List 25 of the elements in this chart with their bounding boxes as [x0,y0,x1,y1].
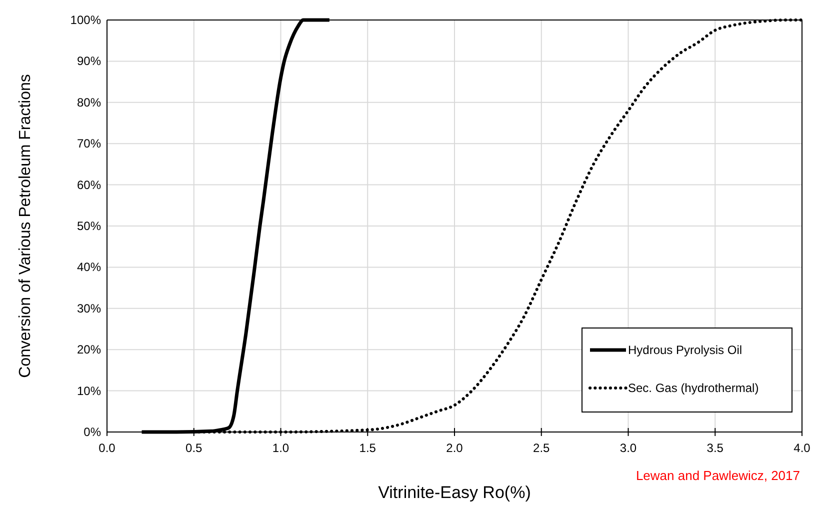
x-tick-label: 1.5 [359,441,376,455]
y-tick-label: 0% [84,425,102,439]
y-tick-label: 80% [76,95,102,110]
y-tick-label: 100% [70,13,102,27]
y-tick-label: 20% [76,342,102,357]
x-axis-title: Vitrinite-Easy Ro(%) [378,483,531,502]
x-tick-label: 2.0 [446,441,464,455]
x-tick-label: 3.5 [706,441,724,455]
y-tick-label: 30% [76,301,102,316]
y-tick-label: 90% [76,54,102,68]
x-tick-label: 0.0 [98,441,116,455]
x-tick-label: 2.5 [533,441,550,455]
x-tick-label: 1.0 [272,441,290,455]
text: Lewan and Pawlewicz, 2017 [636,468,800,483]
y-axis-title: Conversion of Various Petroleum Fractions [17,74,34,378]
x-tick-label: 4.0 [794,441,811,455]
x-tick-label: 0.5 [186,441,203,455]
y-tick-label: 10% [76,384,102,398]
legend-label: Hydrous Pyrolysis Oil [628,343,742,357]
y-tick-label: 70% [76,136,102,151]
y-tick-label: 60% [76,178,102,192]
y-tick-label: 40% [76,260,102,274]
legend-label: Sec. Gas (hydrothermal) [628,381,759,395]
y-tick-label: 50% [76,219,102,233]
x-tick-label: 3.0 [620,441,637,455]
